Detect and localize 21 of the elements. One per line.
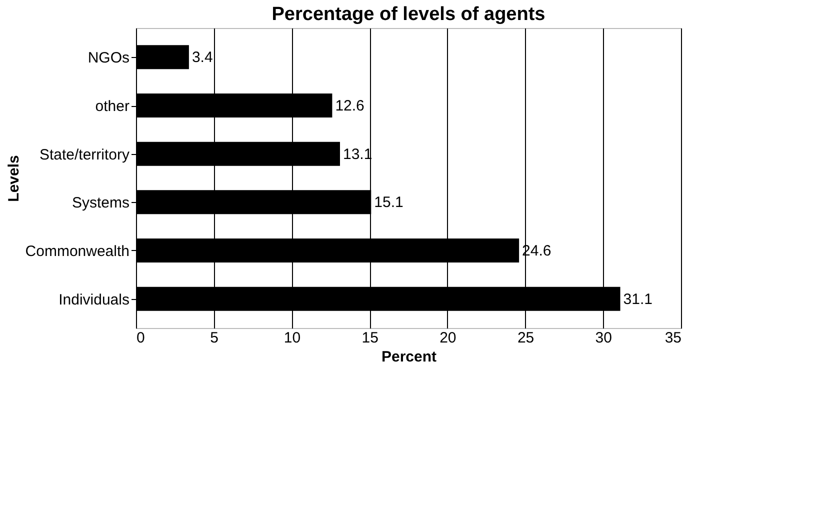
data-label: 3.4 bbox=[192, 49, 213, 66]
x-tick-label: 20 bbox=[440, 330, 456, 346]
x-tick-label: 10 bbox=[284, 330, 301, 346]
y-tick-label: other bbox=[95, 98, 130, 115]
data-label: 15.1 bbox=[374, 194, 404, 212]
x-tick-label: 25 bbox=[517, 330, 534, 346]
chart-title: Percentage of levels of agents bbox=[272, 4, 546, 25]
x-tick-label: 15 bbox=[362, 330, 378, 346]
data-label: 12.6 bbox=[335, 98, 364, 114]
x-tick-label: 35 bbox=[664, 330, 682, 346]
y-tick-label: NGOs bbox=[88, 50, 130, 67]
y-tick-label: Commonwealth bbox=[25, 243, 130, 260]
x-tick-label: 30 bbox=[595, 330, 612, 346]
y-tick-label: Systems bbox=[72, 194, 130, 212]
x-axis-title: Percent bbox=[381, 348, 437, 366]
x-tick-label: 0 bbox=[136, 330, 145, 346]
y-tick-label: State/territory bbox=[39, 146, 130, 164]
data-label: 31.1 bbox=[623, 290, 652, 308]
x-tick-label: 5 bbox=[210, 330, 219, 346]
y-tick-label: Individuals bbox=[58, 291, 130, 308]
y-axis-title: Levels bbox=[5, 155, 22, 202]
